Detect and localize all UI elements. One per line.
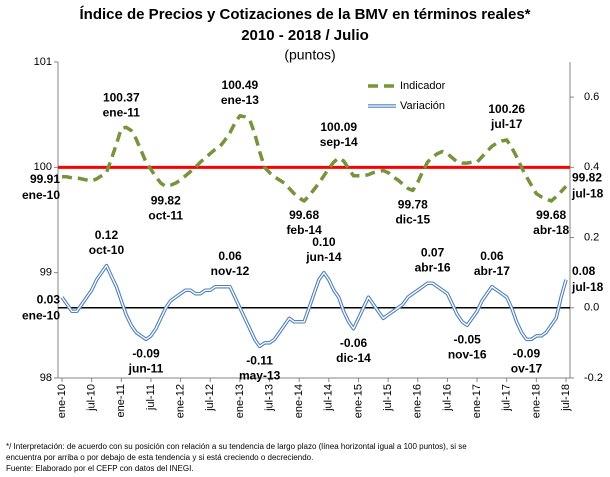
annotation-value: -0.06: [340, 336, 368, 350]
annotation-value: -0.11: [246, 354, 273, 368]
x-tick-label: jul-12: [204, 384, 216, 412]
annotation-value: 100.26: [488, 102, 525, 116]
annotation-value: 99.78: [398, 198, 428, 212]
x-tick-label: jul-18: [560, 384, 572, 412]
x-tick-label: jul-16: [441, 384, 453, 412]
y-tick-label: 99: [40, 267, 52, 279]
annotation-date: abr-18: [533, 223, 569, 237]
y2-tick-label: 0.2: [584, 231, 599, 243]
line-series-inner: [61, 264, 567, 348]
x-tick-label: ene-10: [56, 384, 68, 418]
annotation-date: ene-11: [103, 106, 141, 120]
annotation-date: jul-17: [490, 117, 523, 131]
annotation-date: jul-18: [571, 280, 604, 294]
annotation-value: 99.82: [572, 170, 602, 184]
x-tick-label: jul-15: [382, 384, 394, 412]
annotation-date: jul-18: [571, 186, 604, 200]
annotation-value: 100.09: [320, 120, 357, 134]
annotation-value: 99.82: [151, 193, 181, 207]
y-tick-label: 100: [34, 161, 52, 173]
chart-subtitle: (puntos): [284, 47, 335, 63]
annotation-date: dic-14: [336, 351, 371, 365]
x-tick-label: ene-16: [412, 384, 424, 418]
annotation-value: 0.07: [421, 245, 445, 259]
annotation-date: oct-10: [89, 243, 125, 257]
annotation-date: jun-11: [128, 362, 164, 376]
footnote: encuentra por arriba o por debajo de est…: [6, 453, 313, 462]
x-tick-label: ene-14: [293, 384, 305, 418]
line-series: [62, 113, 568, 203]
annotation-value: -0.05: [453, 333, 481, 347]
legend-label: Variación: [400, 100, 445, 112]
annotation-value: 99.91: [30, 172, 60, 186]
y2-tick-label: 0.4: [584, 161, 599, 173]
x-tick-label: jul-13: [263, 384, 275, 412]
x-tick-label: ene-13: [234, 384, 246, 418]
annotation-value: 0.03: [37, 292, 61, 306]
annotation-date: nov-16: [448, 348, 487, 362]
x-tick-label: ene-18: [530, 384, 542, 418]
annotation-date: ene-10: [22, 188, 60, 202]
annotation-value: 99.68: [536, 208, 566, 222]
annotation-value: -0.09: [513, 347, 541, 361]
annotation-value: -0.09: [132, 347, 160, 361]
annotation-value: 0.08: [572, 264, 596, 278]
y2-tick-label: 0.0: [584, 302, 599, 314]
annotation-value: 0.12: [95, 228, 119, 242]
annotation-date: jun-14: [305, 250, 342, 264]
y2-tick-label: -0.2: [584, 372, 603, 384]
annotation-date: ov-17: [511, 362, 543, 376]
legend-label: Indicador: [400, 80, 446, 92]
x-tick-label: ene-12: [174, 384, 186, 418]
chart-title: Índice de Precios y Cotizaciones de la B…: [80, 6, 531, 23]
annotation-value: 100.37: [103, 91, 140, 105]
annotation-date: may-13: [239, 369, 281, 383]
annotation-date: ene-13: [221, 93, 259, 107]
annotation-value: 0.06: [480, 249, 504, 263]
annotation-date: abr-17: [474, 264, 510, 278]
annotation-date: nov-12: [211, 264, 250, 278]
x-tick-label: ene-17: [471, 384, 483, 418]
annotation-date: ene-10: [22, 308, 60, 322]
footnote: */ Interpretación: de acuerdo con su pos…: [6, 442, 467, 451]
annotation-value: 100.49: [222, 78, 259, 92]
y2-tick-label: 0.6: [584, 91, 599, 103]
annotation-date: dic-15: [395, 213, 430, 227]
footnote: Fuente: Elaborado por el CEFP con datos …: [6, 464, 194, 473]
annotation-date: sep-14: [320, 135, 358, 149]
chart-title-line2: 2010 - 2018 / Julio: [241, 27, 369, 44]
x-tick-label: jul-17: [501, 384, 513, 412]
x-tick-label: jul-14: [323, 384, 335, 412]
y-tick-label: 101: [34, 56, 52, 68]
y-tick-label: 98: [40, 372, 52, 384]
x-tick-label: ene-15: [352, 384, 364, 418]
annotation-date: abr-16: [415, 260, 451, 274]
x-tick-label: jul-10: [86, 384, 98, 412]
annotation-value: 0.06: [218, 249, 242, 263]
x-tick-label: ene-11: [115, 384, 127, 417]
annotation-value: 99.68: [289, 208, 319, 222]
annotation-value: 0.10: [312, 235, 336, 249]
annotation-date: oct-11: [148, 208, 183, 222]
x-tick-label: jul-11: [145, 384, 157, 411]
annotation-date: feb-14: [286, 223, 322, 237]
